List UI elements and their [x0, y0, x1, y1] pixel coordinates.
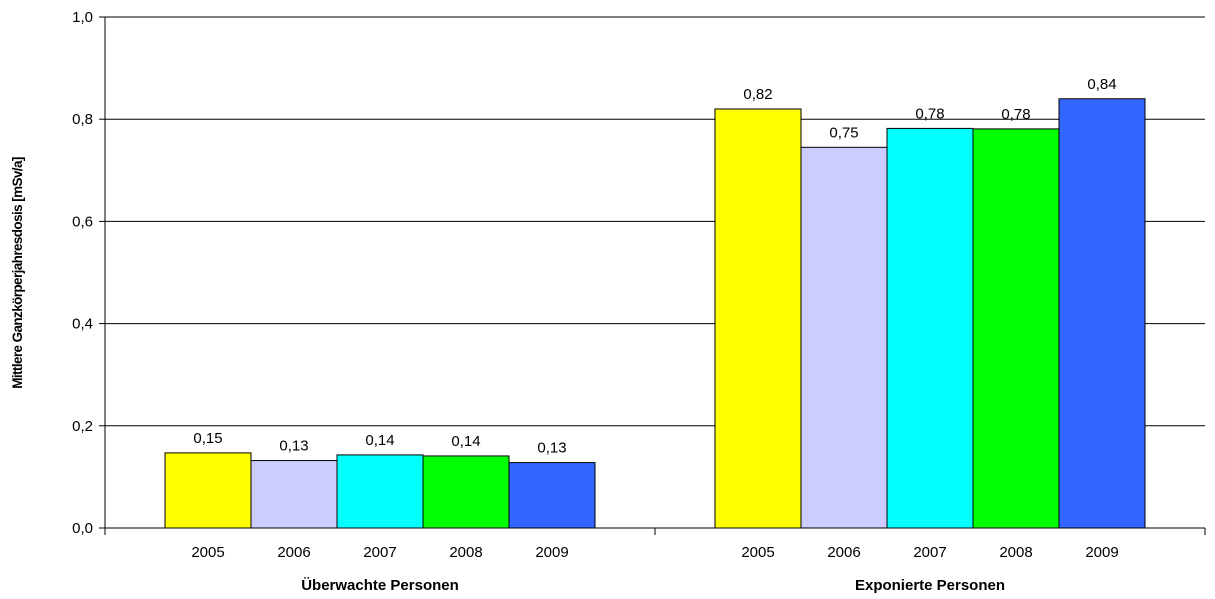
x-group-label: Überwachte Personen [301, 577, 459, 594]
bar-2-2009 [1058, 98, 1146, 529]
x-tick-label: 2005 [191, 544, 224, 561]
y-tick-label: 0,2 [72, 418, 93, 435]
x-tick-label: 2006 [277, 544, 310, 561]
bar-1-2009 [508, 462, 596, 529]
data-label: 0,13 [279, 438, 308, 455]
y-tick-label: 0,6 [72, 213, 93, 230]
bar-2-2005 [714, 108, 802, 529]
data-label: 0,82 [743, 86, 772, 103]
x-group-label: Exponierte Personen [855, 577, 1005, 594]
y-axis-title: Mittlere Ganzkörperjahresdosis [mSv/a] [10, 157, 25, 389]
x-tick-label: 2008 [449, 544, 482, 561]
y-tick-label: 1,0 [72, 9, 93, 26]
data-label: 0,78 [1001, 106, 1030, 123]
x-tick-label: 2006 [827, 544, 860, 561]
data-label: 0,15 [193, 430, 222, 447]
x-tick-label: 2008 [999, 544, 1032, 561]
bar-1-2007 [336, 454, 424, 529]
y-tick-label: 0,8 [72, 111, 93, 128]
bars [164, 98, 1146, 529]
bar-1-2005 [164, 452, 252, 529]
data-label: 0,84 [1087, 76, 1116, 93]
labels: 0,0 0,2 0,4 0,6 0,8 1,0 0,15 2005 0,13 2006 0,14 20… [72, 9, 1119, 594]
bar-2-2008 [972, 128, 1060, 529]
bar-1-2008 [422, 455, 510, 529]
data-label: 0,75 [829, 124, 858, 141]
x-tick-label: 2009 [1085, 544, 1118, 561]
data-label: 0,14 [451, 433, 480, 450]
x-tick-label: 2007 [913, 544, 946, 561]
bar-2-2006 [800, 146, 888, 529]
data-label: 0,14 [365, 432, 394, 449]
x-tick-label: 2005 [741, 544, 774, 561]
bar-1-2006 [250, 460, 338, 529]
y-tick-label: 0,4 [72, 316, 93, 333]
y-tick-label: 0,0 [72, 520, 93, 537]
axes [99, 16, 1206, 535]
x-tick-label: 2007 [363, 544, 396, 561]
x-tick-label: 2009 [535, 544, 568, 561]
bar-2-2007 [886, 127, 974, 529]
data-label: 0,78 [915, 105, 944, 122]
data-label: 0,13 [537, 440, 566, 457]
